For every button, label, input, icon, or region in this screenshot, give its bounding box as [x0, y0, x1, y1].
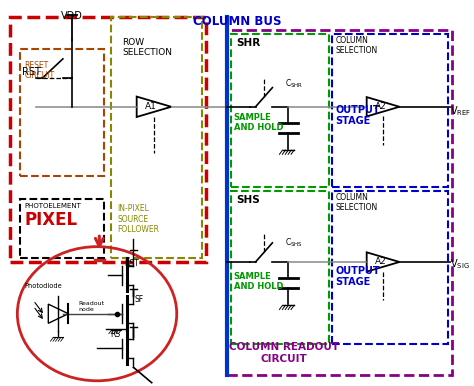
Text: V$_{\rm SIG}$: V$_{\rm SIG}$ — [450, 257, 470, 271]
Text: RST: RST — [124, 259, 139, 268]
Text: Photodiode: Photodiode — [24, 283, 62, 289]
Text: Readout
node: Readout node — [79, 301, 105, 312]
Text: RST: RST — [22, 66, 41, 76]
Text: A2: A2 — [374, 257, 386, 266]
Text: VDD: VDD — [61, 11, 83, 21]
Text: A2: A2 — [374, 102, 386, 110]
Bar — [19, 199, 104, 258]
Text: SHR: SHR — [236, 38, 260, 48]
Text: C$_{\rm SHR}$: C$_{\rm SHR}$ — [285, 77, 303, 90]
Text: COLUMN
SELECTION: COLUMN SELECTION — [335, 193, 377, 212]
Text: C$_{\rm SHS}$: C$_{\rm SHS}$ — [285, 236, 303, 249]
Text: COLUMN READOUT
CIRCUIT: COLUMN READOUT CIRCUIT — [229, 342, 339, 364]
Bar — [10, 17, 206, 262]
Text: ROW
SELECTION: ROW SELECTION — [122, 38, 172, 57]
Text: PHOTOELEMENT: PHOTOELEMENT — [24, 203, 81, 210]
Text: RS: RS — [110, 330, 120, 339]
Text: COLUMN
SELECTION: COLUMN SELECTION — [335, 36, 377, 55]
Text: A1: A1 — [146, 102, 157, 110]
Bar — [19, 49, 104, 176]
Text: IN-PIXEL
SOURCE
FOLLOWER: IN-PIXEL SOURCE FOLLOWER — [118, 205, 160, 234]
Text: COLUMN BUS: COLUMN BUS — [193, 15, 281, 28]
Bar — [332, 34, 448, 187]
Text: OUTPUT
STAGE: OUTPUT STAGE — [335, 266, 380, 288]
Text: SF: SF — [135, 295, 144, 304]
Bar — [332, 191, 448, 344]
Bar — [231, 34, 329, 187]
Text: SAMPLE
AND HOLD: SAMPLE AND HOLD — [234, 113, 283, 132]
Text: V$_{\rm REF}$: V$_{\rm REF}$ — [450, 104, 471, 117]
Text: PIXEL: PIXEL — [24, 212, 77, 229]
Text: RESET
CIRCUIT: RESET CIRCUIT — [24, 61, 55, 80]
Text: SAMPLE
AND HOLD: SAMPLE AND HOLD — [234, 272, 283, 291]
Text: SHS: SHS — [236, 195, 260, 205]
Bar — [231, 191, 329, 344]
Bar — [111, 17, 202, 258]
Text: OUTPUT
STAGE: OUTPUT STAGE — [335, 105, 380, 127]
Bar — [227, 30, 452, 375]
